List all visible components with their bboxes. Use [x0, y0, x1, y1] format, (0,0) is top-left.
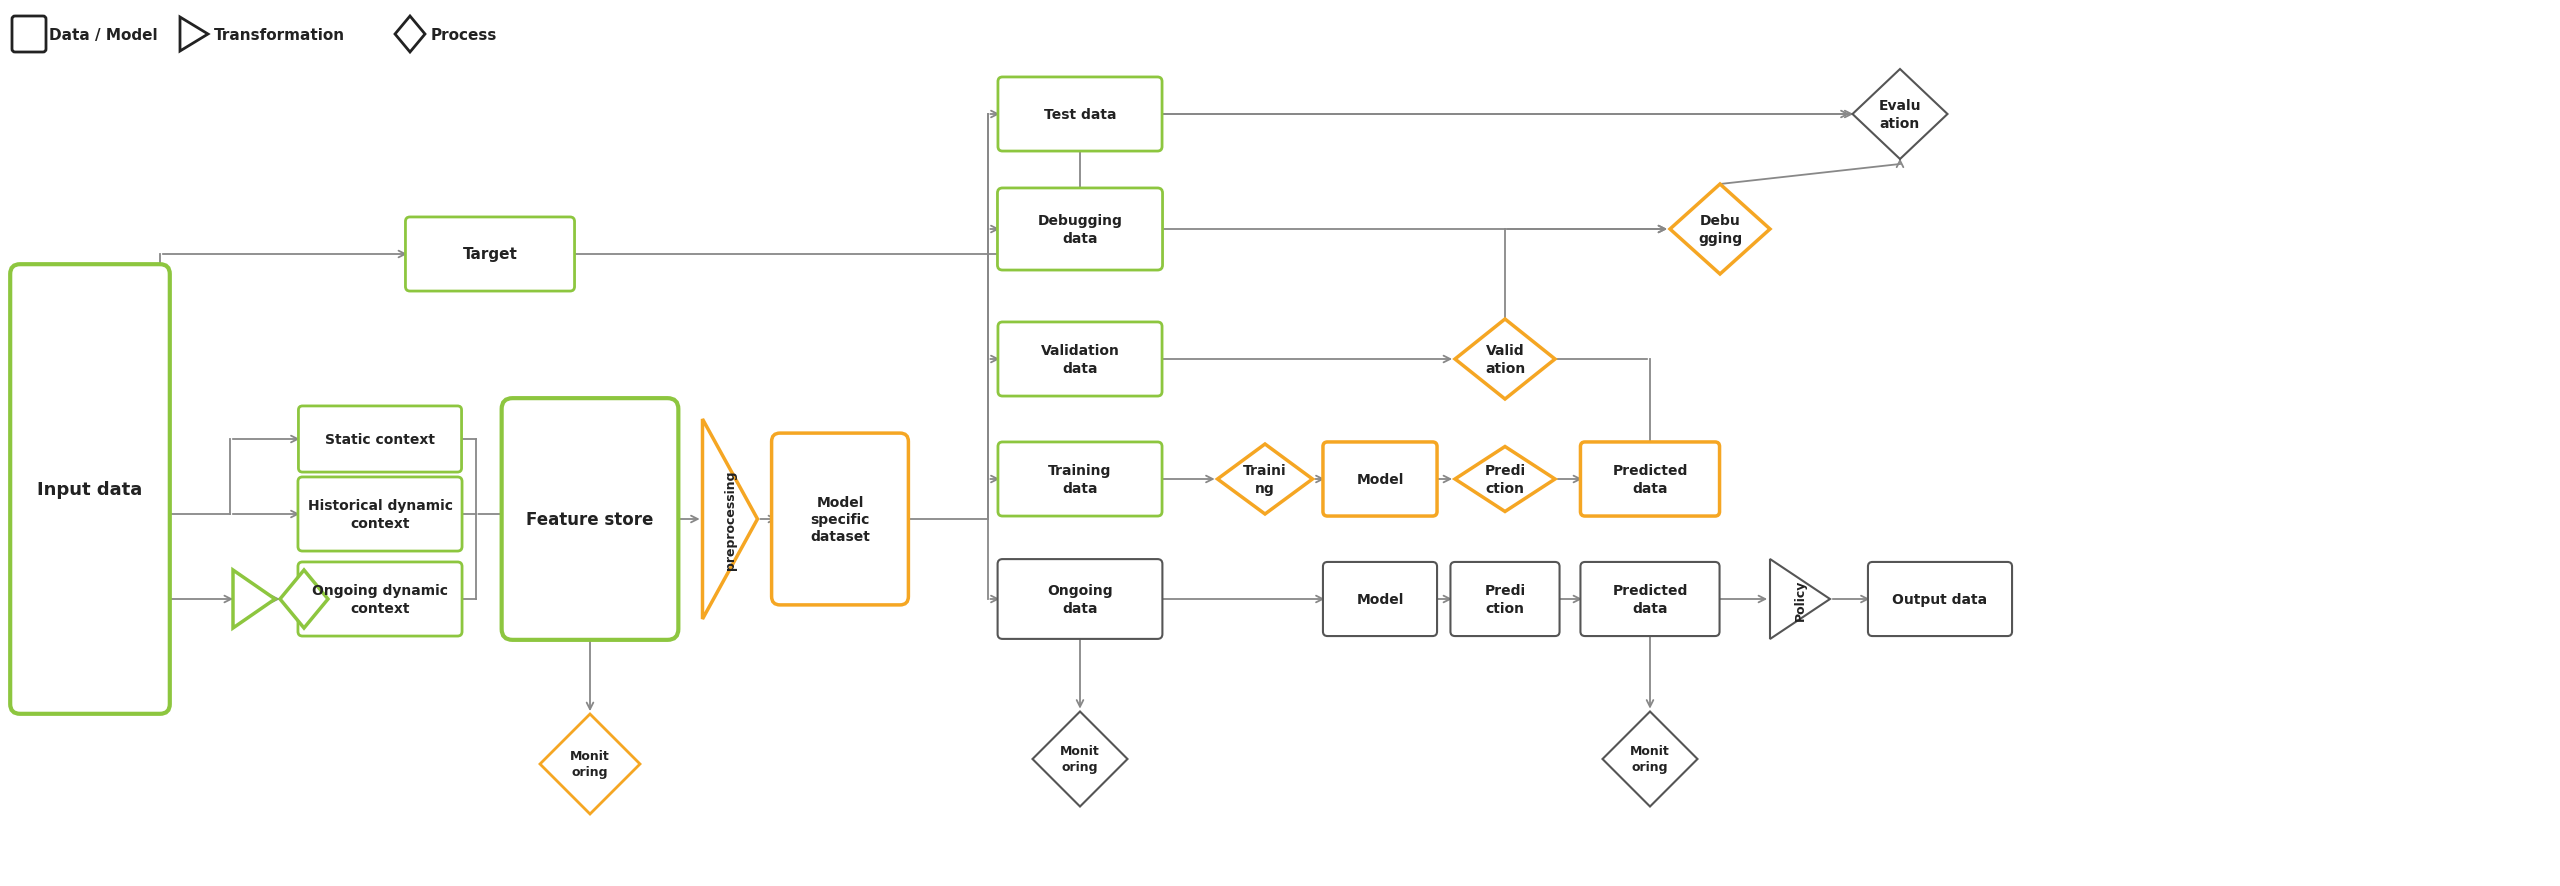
FancyBboxPatch shape [998, 78, 1162, 152]
Text: Model: Model [1357, 472, 1403, 486]
Text: Valid
ation: Valid ation [1485, 344, 1526, 376]
Text: Debugging
data: Debugging data [1037, 214, 1121, 245]
FancyBboxPatch shape [404, 218, 573, 291]
Polygon shape [1454, 320, 1554, 400]
Text: Predi
ction: Predi ction [1485, 584, 1526, 615]
Text: Monit
oring: Monit oring [1060, 744, 1101, 773]
Text: Input data: Input data [38, 480, 143, 499]
FancyBboxPatch shape [297, 478, 461, 551]
Text: Predicted
data: Predicted data [1613, 584, 1687, 615]
Polygon shape [394, 17, 425, 53]
FancyBboxPatch shape [1869, 563, 2012, 636]
FancyBboxPatch shape [1324, 442, 1436, 517]
Text: Predi
ction: Predi ction [1485, 464, 1526, 495]
Text: Predicted
data: Predicted data [1613, 464, 1687, 495]
Text: Transformation: Transformation [215, 27, 346, 43]
Text: Ongoing dynamic
context: Ongoing dynamic context [312, 584, 448, 615]
FancyBboxPatch shape [1580, 563, 1720, 636]
Text: Historical dynamic
context: Historical dynamic context [307, 499, 453, 530]
Polygon shape [1603, 711, 1697, 806]
Polygon shape [1032, 711, 1126, 806]
FancyBboxPatch shape [998, 189, 1162, 271]
Text: Traini
ng: Traini ng [1244, 464, 1288, 495]
FancyBboxPatch shape [998, 559, 1162, 639]
FancyBboxPatch shape [13, 17, 46, 53]
FancyBboxPatch shape [998, 442, 1162, 517]
Text: Target: Target [463, 247, 517, 262]
Text: Static context: Static context [325, 432, 435, 447]
FancyBboxPatch shape [502, 399, 678, 640]
Text: Feature store: Feature store [527, 510, 653, 528]
FancyBboxPatch shape [10, 265, 169, 714]
Text: Training
data: Training data [1047, 464, 1111, 495]
Polygon shape [1454, 447, 1554, 512]
Polygon shape [179, 18, 207, 52]
FancyBboxPatch shape [1580, 442, 1720, 517]
Text: Validation
data: Validation data [1039, 344, 1119, 376]
Polygon shape [1219, 445, 1313, 515]
Polygon shape [279, 571, 328, 628]
FancyBboxPatch shape [998, 323, 1162, 397]
Polygon shape [1853, 70, 1948, 159]
Text: Test data: Test data [1044, 108, 1116, 122]
FancyBboxPatch shape [300, 407, 461, 472]
Text: Output data: Output data [1892, 593, 1987, 606]
Text: Monit
oring: Monit oring [1631, 744, 1669, 773]
FancyBboxPatch shape [1452, 563, 1559, 636]
Text: Data / Model: Data / Model [49, 27, 159, 43]
Text: Debu
gging: Debu gging [1697, 214, 1741, 245]
FancyBboxPatch shape [771, 433, 909, 605]
Polygon shape [1669, 185, 1769, 275]
Text: Policy: Policy [1795, 579, 1807, 620]
Text: Process: Process [430, 27, 497, 43]
Text: Evalu
ation: Evalu ation [1879, 99, 1920, 130]
Text: Monit
oring: Monit oring [571, 750, 609, 779]
Text: Ongoing
data: Ongoing data [1047, 584, 1114, 615]
Polygon shape [540, 714, 640, 814]
Text: Model: Model [1357, 593, 1403, 606]
Text: Model
specific
dataset: Model specific dataset [809, 495, 870, 544]
Polygon shape [701, 420, 758, 619]
FancyBboxPatch shape [297, 563, 461, 636]
Text: preprocessing: preprocessing [724, 470, 737, 569]
Polygon shape [233, 571, 274, 628]
FancyBboxPatch shape [1324, 563, 1436, 636]
Polygon shape [1769, 559, 1830, 640]
